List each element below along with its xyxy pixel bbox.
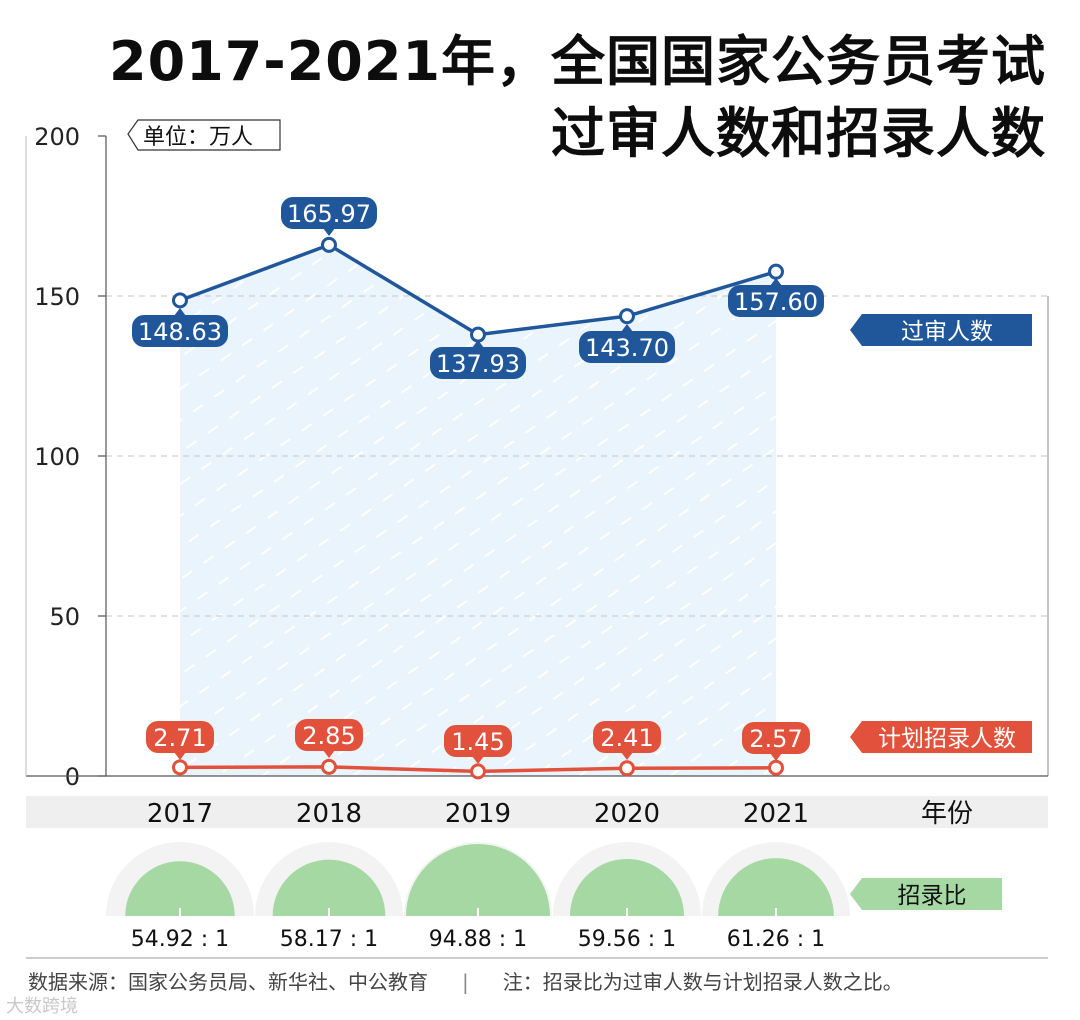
data-label-recruit-group: 2.71 bbox=[146, 721, 214, 760]
point-approved bbox=[172, 292, 188, 309]
y-tick-label: 150 bbox=[34, 283, 80, 311]
data-label-recruit-group: 2.85 bbox=[295, 719, 363, 758]
point-recruit bbox=[172, 759, 188, 776]
data-label-approved-pointer bbox=[472, 340, 484, 348]
data-label-recruit-pointer bbox=[174, 752, 186, 760]
point-approved bbox=[470, 326, 486, 343]
data-label-recruit-bg bbox=[593, 721, 661, 753]
data-label-approved-group: 157.60 bbox=[728, 278, 824, 317]
x-tick-label: 2018 bbox=[296, 799, 362, 829]
data-label-approved-pointer bbox=[323, 228, 335, 236]
x-tick-label: 2019 bbox=[445, 799, 511, 829]
ratio-dome bbox=[125, 861, 235, 916]
data-label-approved: 148.63 bbox=[138, 318, 222, 346]
data-label-recruit-group: 2.41 bbox=[593, 721, 661, 760]
data-label-recruit-bg bbox=[146, 721, 214, 753]
legend-approved: 过审人数 bbox=[901, 319, 993, 345]
point-approved bbox=[619, 308, 635, 325]
data-label-recruit: 2.57 bbox=[749, 725, 802, 753]
x-tick-label: 2021 bbox=[743, 799, 809, 829]
chart-title-line-2: 过审人数和招录人数 bbox=[551, 102, 1046, 165]
ratio-label: 58.17 : 1 bbox=[280, 927, 378, 952]
note-text: 注：招录比为过审人数与计划招录人数之比。 bbox=[502, 970, 903, 994]
data-label-approved-pointer bbox=[174, 308, 186, 316]
data-label-recruit: 2.71 bbox=[153, 724, 206, 752]
y-tick-label: 200 bbox=[34, 123, 80, 151]
legend-ratio-arrow bbox=[850, 878, 862, 910]
x-tick-label: 2020 bbox=[594, 799, 660, 829]
data-label-approved: 157.60 bbox=[734, 288, 818, 316]
data-label-approved-bg bbox=[430, 347, 526, 379]
data-label-approved: 143.70 bbox=[585, 334, 669, 362]
ratio-label: 61.26 : 1 bbox=[727, 927, 825, 952]
data-label-approved-bg bbox=[579, 331, 675, 363]
data-label-recruit-group: 1.45 bbox=[444, 725, 512, 764]
unit-tag-box bbox=[127, 119, 281, 151]
data-label-approved-group: 143.70 bbox=[579, 324, 675, 363]
data-label-approved-bg bbox=[281, 197, 377, 229]
data-label-approved-group: 165.97 bbox=[281, 197, 377, 236]
x-axis-label: 年份 bbox=[921, 799, 973, 829]
data-label-approved: 137.93 bbox=[436, 350, 520, 378]
data-label-recruit-bg bbox=[444, 725, 512, 757]
x-tick-label: 2017 bbox=[147, 799, 213, 829]
footer: 数据来源：国家公务员局、新华社、中公教育 | 注：招录比为过审人数与计划招录人数之比… bbox=[28, 966, 903, 995]
legend-recruit-bg bbox=[862, 721, 1032, 753]
legend-ratio-bg bbox=[862, 878, 1002, 910]
unit-label: 单位：万人 bbox=[143, 125, 253, 150]
data-label-recruit-pointer bbox=[472, 756, 484, 764]
data-label-recruit-group: 2.57 bbox=[742, 722, 810, 761]
point-recruit bbox=[619, 760, 635, 777]
data-label-approved-group: 148.63 bbox=[132, 308, 228, 347]
y-tick-label: 50 bbox=[49, 603, 80, 631]
ratio-dome bbox=[718, 858, 834, 916]
chart-title-line-1: 2017-2021年，全国国家公务员考试 bbox=[109, 30, 1046, 93]
area-hatch bbox=[180, 244, 776, 776]
data-label-recruit-bg bbox=[742, 722, 810, 754]
data-label-recruit-pointer bbox=[323, 750, 335, 758]
legend-recruit: 计划招录人数 bbox=[878, 726, 1016, 752]
data-label-approved-group: 137.93 bbox=[430, 340, 526, 379]
data-label-recruit-pointer bbox=[621, 752, 633, 760]
point-approved bbox=[321, 236, 337, 253]
point-recruit bbox=[768, 759, 784, 776]
data-label-approved-pointer bbox=[770, 278, 782, 286]
legend-approved-bg bbox=[862, 314, 1032, 346]
line-chart: 0 50 100 150 200 148.63 165.97 137.93 143.70 157… bbox=[25, 119, 1049, 959]
data-label-approved-bg bbox=[132, 315, 228, 347]
source-text: 数据来源：国家公务员局、新华社、中公教育 bbox=[28, 970, 428, 994]
point-approved bbox=[768, 263, 784, 280]
ratio-dome bbox=[272, 859, 386, 916]
watermark: 大数跨境 bbox=[6, 996, 78, 1017]
footer-separator: | bbox=[462, 970, 469, 994]
legend-ratio: 招录比 bbox=[898, 883, 967, 909]
x-axis-band bbox=[26, 796, 1048, 828]
y-tick-label: 0 bbox=[65, 763, 80, 791]
data-label-recruit-pointer bbox=[770, 753, 782, 761]
legend-recruit-arrow bbox=[850, 721, 862, 753]
legend-approved-arrow bbox=[850, 314, 862, 346]
point-recruit bbox=[470, 763, 486, 780]
data-label-approved-pointer bbox=[621, 324, 633, 332]
ratio-label: 94.88 : 1 bbox=[429, 927, 527, 952]
data-label-recruit: 1.45 bbox=[451, 728, 504, 756]
y-tick-label: 100 bbox=[34, 443, 80, 471]
ratio-label: 54.92 : 1 bbox=[131, 927, 229, 952]
ratio-dome bbox=[569, 858, 685, 916]
ratio-dome bbox=[406, 844, 550, 916]
data-label-approved: 165.97 bbox=[287, 200, 371, 228]
data-label-recruit: 2.41 bbox=[600, 724, 653, 752]
data-label-approved-bg bbox=[728, 285, 824, 317]
data-label-recruit-bg bbox=[295, 719, 363, 751]
ratio-label: 59.56 : 1 bbox=[578, 927, 676, 952]
data-label-recruit: 2.85 bbox=[302, 722, 355, 750]
point-recruit bbox=[321, 758, 337, 775]
